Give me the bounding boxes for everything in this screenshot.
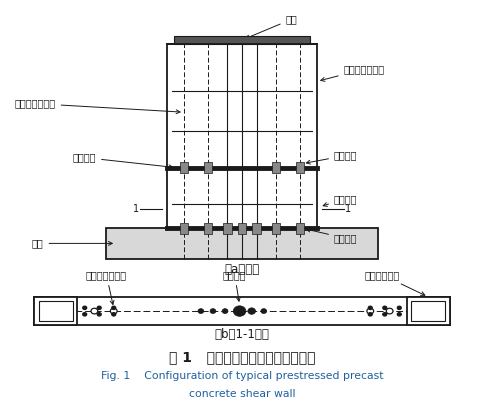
Text: 基础: 基础 <box>32 238 112 248</box>
Bar <box>39 301 73 321</box>
Circle shape <box>83 306 87 309</box>
Bar <box>204 162 212 173</box>
Text: 连接钢筋: 连接钢筋 <box>306 151 358 164</box>
Circle shape <box>233 306 246 316</box>
Circle shape <box>110 308 117 314</box>
Text: 1: 1 <box>133 204 138 214</box>
Bar <box>272 162 280 173</box>
Bar <box>238 223 246 234</box>
Text: 预制混凝土墙板: 预制混凝土墙板 <box>321 64 385 81</box>
Bar <box>411 301 445 321</box>
Text: 耗能钢筋: 耗能钢筋 <box>323 194 358 206</box>
Bar <box>223 223 232 234</box>
Circle shape <box>261 309 267 314</box>
Text: 锚具: 锚具 <box>245 15 297 39</box>
Text: （b）1-1剖面: （b）1-1剖面 <box>214 328 270 341</box>
Bar <box>272 223 280 234</box>
Circle shape <box>222 309 228 314</box>
Text: 图 1   典型的预应力预制剪力墙构造: 图 1 典型的预应力预制剪力墙构造 <box>169 350 315 364</box>
Bar <box>252 223 261 234</box>
Circle shape <box>383 306 387 309</box>
Circle shape <box>198 309 204 314</box>
Bar <box>180 162 188 173</box>
Text: 上部接缝: 上部接缝 <box>73 153 173 169</box>
Text: （a）立面: （a）立面 <box>225 263 259 276</box>
Text: Fig. 1    Configuration of typical prestressed precast: Fig. 1 Configuration of typical prestres… <box>101 371 383 381</box>
Bar <box>167 44 317 168</box>
Text: concrete shear wall: concrete shear wall <box>189 389 295 399</box>
Bar <box>296 162 304 173</box>
Text: 无黏结预应力筋: 无黏结预应力筋 <box>86 270 127 305</box>
Bar <box>34 297 450 325</box>
Circle shape <box>368 306 372 309</box>
Text: 无黏结预应力筋: 无黏结预应力筋 <box>15 99 180 114</box>
Circle shape <box>386 308 393 314</box>
Circle shape <box>367 308 374 314</box>
Circle shape <box>97 313 101 316</box>
Circle shape <box>112 306 116 309</box>
Bar <box>204 223 212 234</box>
Circle shape <box>248 308 256 314</box>
Circle shape <box>97 306 101 309</box>
Text: 1: 1 <box>346 204 351 214</box>
Circle shape <box>397 313 401 316</box>
Circle shape <box>83 313 87 316</box>
Bar <box>106 228 378 259</box>
Text: 底部接缝: 底部接缝 <box>306 228 358 243</box>
Bar <box>296 223 304 234</box>
Bar <box>174 36 310 44</box>
Circle shape <box>397 306 401 309</box>
Circle shape <box>112 313 116 316</box>
Bar <box>34 297 77 325</box>
Text: 边缘约束构件: 边缘约束构件 <box>365 270 425 295</box>
Circle shape <box>383 313 387 316</box>
Bar <box>180 223 188 234</box>
Circle shape <box>210 309 216 314</box>
Circle shape <box>91 308 98 314</box>
Bar <box>407 297 450 325</box>
Circle shape <box>368 313 372 316</box>
Bar <box>167 168 317 228</box>
Text: 耗能钢筋: 耗能钢筋 <box>223 270 246 301</box>
